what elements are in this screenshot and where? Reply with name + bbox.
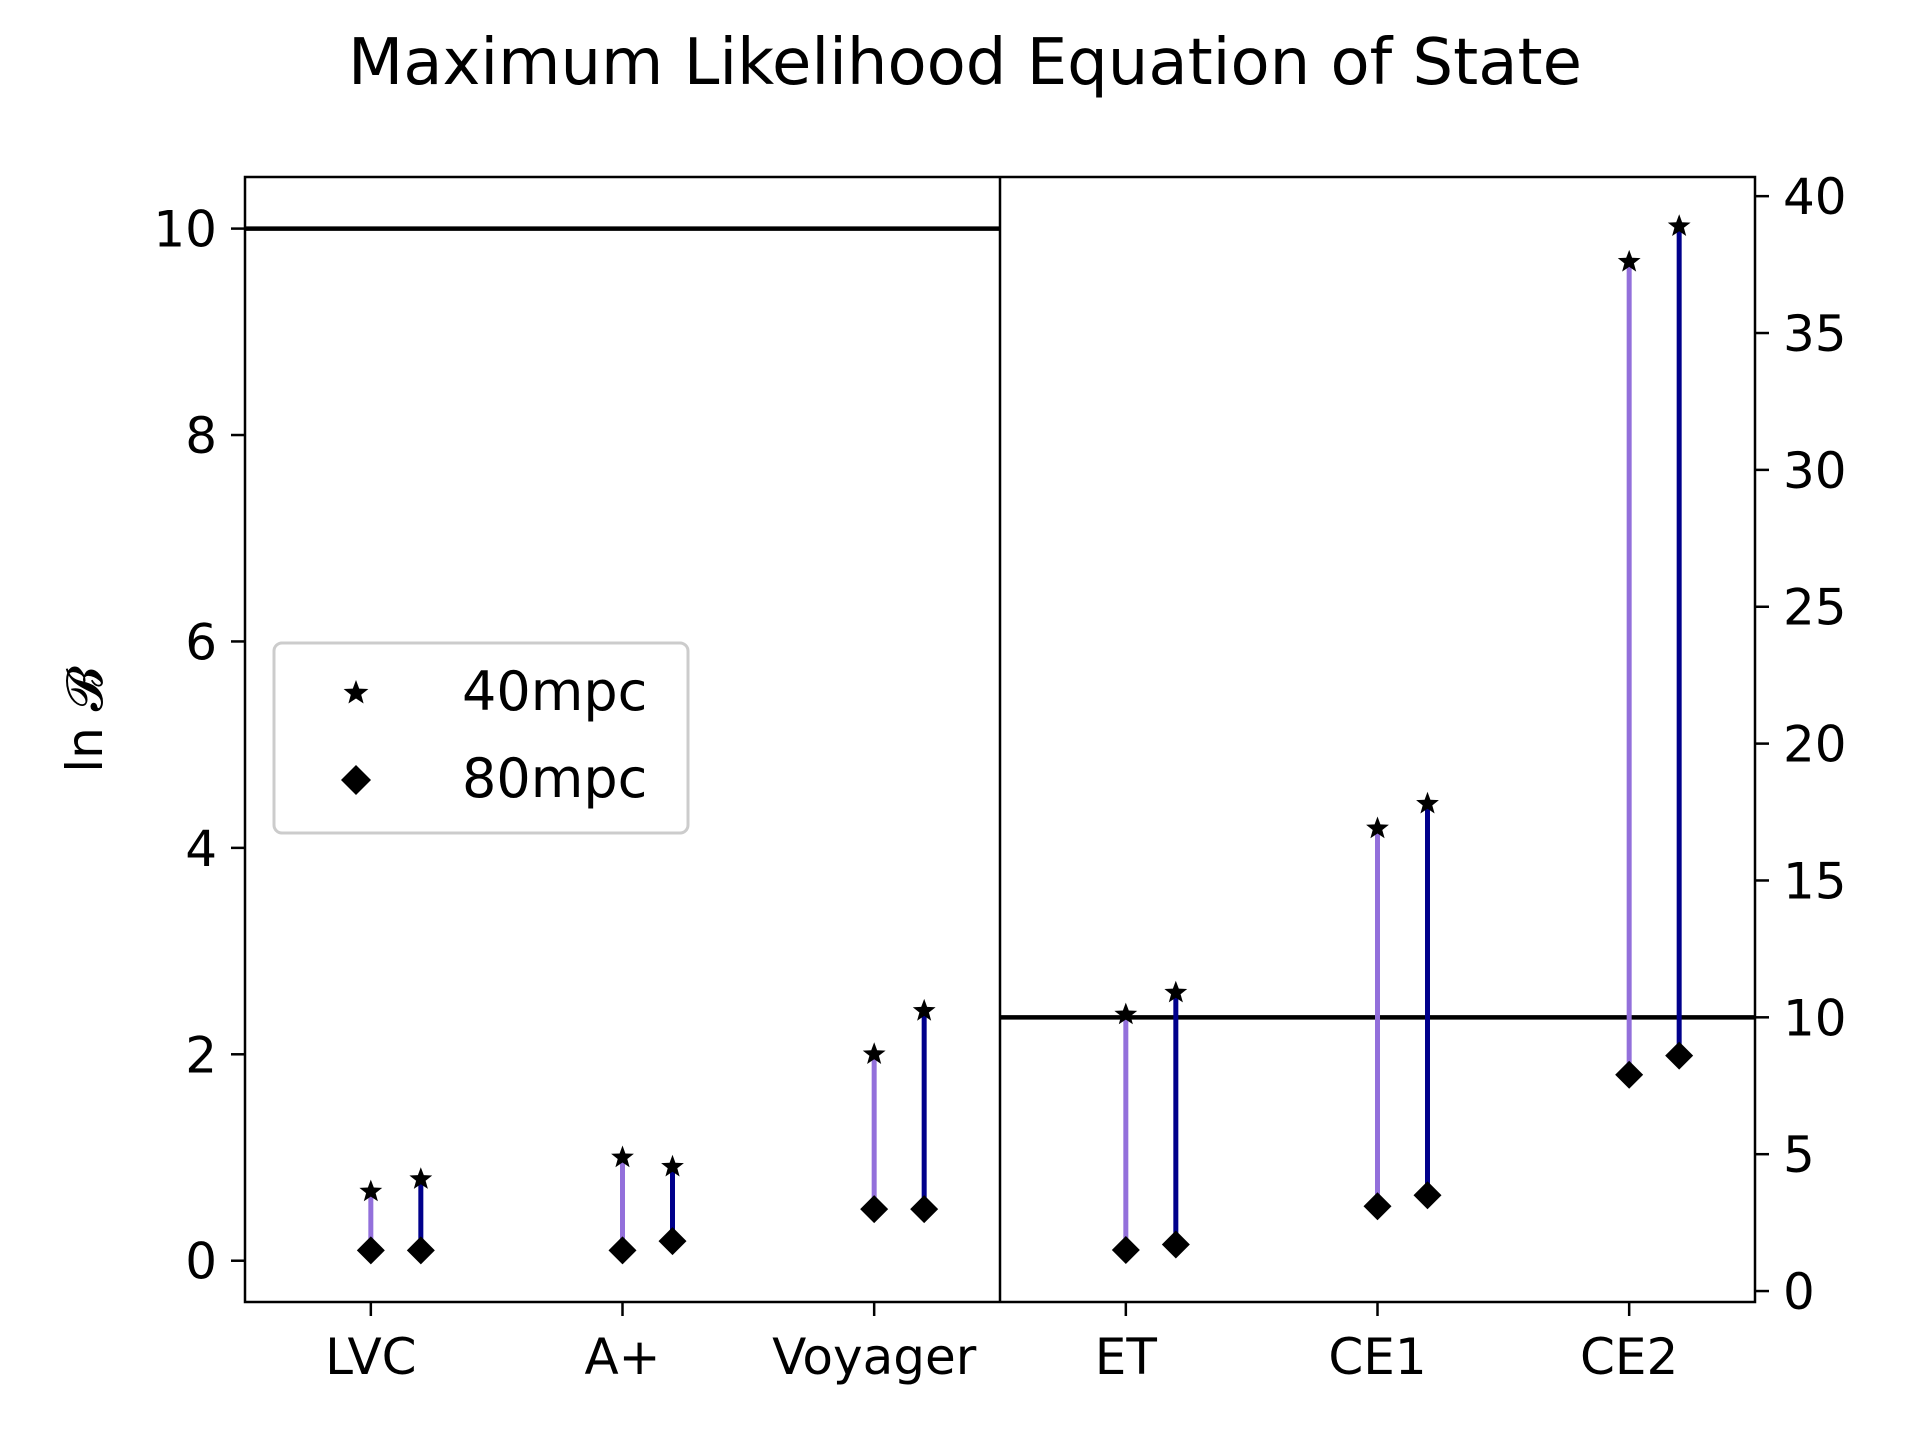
right-star-et-light bbox=[1114, 1002, 1138, 1025]
xtick-label-ce1: CE1 bbox=[1328, 1328, 1426, 1386]
legend-diamond-marker bbox=[341, 765, 371, 795]
left-ytick-label-6: 6 bbox=[185, 613, 217, 671]
xtick-label-voyager: Voyager bbox=[772, 1328, 977, 1386]
right-ytick-label-20: 20 bbox=[1783, 716, 1847, 774]
right-ytick-label-25: 25 bbox=[1783, 579, 1847, 637]
left-diamond-voyager-dark bbox=[910, 1195, 939, 1224]
right-star-ce2-dark bbox=[1667, 214, 1691, 236]
legend-star-marker bbox=[343, 680, 369, 704]
right-diamond-ce2-light bbox=[1615, 1060, 1644, 1089]
legend-diamond-shape bbox=[341, 765, 371, 795]
left-ytick-label-4: 4 bbox=[185, 820, 217, 878]
right-diamond-et-dark bbox=[1161, 1230, 1190, 1259]
left-ytick-label-0: 0 bbox=[185, 1233, 217, 1291]
left-diamond-lvc-light bbox=[356, 1236, 385, 1265]
left-diamond-lvc-dark bbox=[406, 1236, 435, 1265]
chart-title: Maximum Likelihood Equation of State bbox=[348, 26, 1582, 100]
left-diamond-a-light bbox=[608, 1236, 637, 1265]
left-star-a-light bbox=[611, 1145, 634, 1168]
left-star-voyager-light bbox=[862, 1042, 886, 1064]
left-ytick-label-2: 2 bbox=[185, 1026, 217, 1084]
right-ytick-label-40: 40 bbox=[1783, 168, 1847, 226]
right-ytick-label-5: 5 bbox=[1783, 1126, 1815, 1184]
legend-star-shape bbox=[343, 680, 369, 704]
right-star-ce2-light bbox=[1617, 249, 1641, 272]
right-ytick-label-35: 35 bbox=[1783, 305, 1847, 363]
left-ytick-label-10: 10 bbox=[153, 201, 217, 259]
right-ytick-label-15: 15 bbox=[1783, 852, 1847, 910]
xtick-label-ce2: CE2 bbox=[1580, 1328, 1678, 1386]
left-star-lvc-light bbox=[359, 1179, 383, 1202]
right-star-ce1-dark bbox=[1416, 791, 1439, 814]
right-ytick-label-0: 0 bbox=[1783, 1263, 1815, 1321]
right-star-ce1-light bbox=[1366, 816, 1389, 839]
xtick-label-lvc: LVC bbox=[325, 1328, 416, 1386]
left-star-a-dark bbox=[661, 1154, 684, 1177]
left-star-lvc-dark bbox=[409, 1167, 433, 1189]
right-diamond-ce1-light bbox=[1363, 1192, 1392, 1221]
legend: 40mpc 80mpc bbox=[272, 641, 690, 835]
left-diamond-voyager-light bbox=[860, 1195, 889, 1224]
legend-label-40mpc: 40mpc bbox=[462, 660, 647, 723]
xtick-label-et: ET bbox=[1095, 1328, 1158, 1386]
left-diamond-a-dark bbox=[658, 1227, 687, 1256]
right-star-et-dark bbox=[1164, 980, 1188, 1003]
legend-label-80mpc: 80mpc bbox=[462, 747, 647, 810]
left-star-voyager-dark bbox=[912, 998, 936, 1021]
right-diamond-ce2-dark bbox=[1665, 1041, 1694, 1070]
right-ytick-label-30: 30 bbox=[1783, 442, 1847, 500]
y-axis-label: ln 𝓑 bbox=[56, 666, 114, 772]
xtick-label-a: A+ bbox=[584, 1328, 660, 1386]
right-ytick-label-10: 10 bbox=[1783, 989, 1847, 1047]
right-diamond-et-light bbox=[1111, 1235, 1140, 1264]
right-diamond-ce1-dark bbox=[1413, 1181, 1442, 1210]
legend-frame bbox=[272, 641, 690, 835]
left-ytick-label-8: 8 bbox=[185, 407, 217, 465]
plot-area: 0 2 4 6 8 10 0 5 10 15 20 25 30 35 40 LVC A+ Voyager ET CE1… bbox=[153, 168, 1846, 1386]
